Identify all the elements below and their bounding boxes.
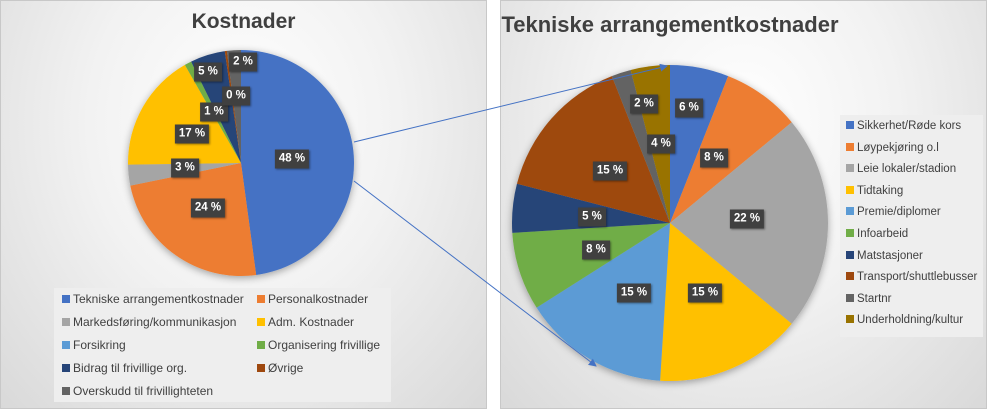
legend-label: Øvrige [268, 361, 304, 375]
legend-label: Bidrag til frivillige org. [73, 361, 188, 375]
data-label: 15 % [616, 283, 652, 303]
data-label: 22 % [729, 209, 765, 229]
legend-item: Bidrag til frivillige org. [62, 360, 187, 376]
pie-slice [611, 69, 670, 223]
legend-label: Startnr [857, 292, 892, 305]
data-label: 3 % [171, 158, 199, 178]
data-label: 15 % [687, 283, 723, 303]
legend-item: Leie lokaler/stadion [846, 161, 956, 177]
legend-item: Infoarbeid [846, 226, 908, 242]
legend-label: Matstasjoner [857, 249, 923, 262]
pie-slice [660, 223, 792, 381]
legend-label: Organisering frivillige [268, 338, 381, 352]
zoom-arrow-bottom [353, 180, 597, 367]
legend-label: Forsikring [73, 338, 126, 352]
data-label: 5 % [194, 62, 222, 82]
zoom-arrow-top [353, 63, 668, 143]
legend-label: Underholdning/kultur [857, 314, 964, 327]
legend-swatch [257, 318, 265, 326]
data-label: 15 % [592, 161, 628, 181]
legend-label: Premie/diplomer [857, 206, 941, 219]
data-label: 48 % [274, 149, 310, 169]
legend-label: Personalkostnader [268, 292, 369, 306]
pie-slice [670, 76, 792, 224]
legend-swatch [846, 272, 854, 281]
legend-swatch [846, 207, 854, 216]
legend-item: Overskudd til frivillighteten [62, 383, 213, 399]
legend-label: Markedsføring/kommunikasjon [73, 315, 237, 329]
legend-label: Tidtaking [857, 184, 904, 197]
legend-label: Sikkerhet/Røde kors [857, 120, 962, 132]
legend-swatch [62, 364, 70, 372]
legend-item: Tekniske arrangementkostnader [62, 291, 244, 307]
pie-slice [128, 64, 241, 165]
legend-label: Leie lokaler/stadion [857, 163, 957, 176]
pie-slice [224, 50, 241, 163]
legend-swatch [257, 295, 265, 303]
data-label: 5 % [578, 207, 606, 227]
legend-swatch [846, 185, 854, 194]
legend-item: Premie/diplomer [846, 204, 941, 220]
legend-swatch [846, 229, 854, 237]
pie-slice [130, 163, 257, 276]
data-label: 1 % [200, 102, 228, 122]
data-label: 8 % [700, 148, 728, 168]
pie-slice [536, 223, 670, 381]
legend-item: Organisering frivillige [257, 337, 380, 353]
legend-swatch [62, 387, 70, 395]
legend-label: Infoarbeid [857, 228, 909, 240]
chart-title-kostnader: Kostnader [191, 10, 296, 33]
legend-swatch [62, 295, 70, 303]
kostnader-legend: Tekniske arrangementkostnader Personalkos… [54, 288, 391, 402]
pie-slice [516, 76, 670, 224]
legend-item: Markedsføring/kommunikasjon [62, 314, 236, 330]
legend-item: Tidtaking [846, 183, 903, 199]
tekniske-pie [512, 65, 828, 381]
legend-swatch [62, 318, 70, 326]
data-label: 17 % [174, 124, 210, 144]
data-label: 2 % [630, 94, 658, 114]
legend-item: Startnr [846, 291, 892, 307]
data-label: 8 % [582, 240, 610, 260]
legend-label: Overskudd til frivillighteten [73, 384, 214, 398]
legend-item: Løypekjøring o.l [846, 140, 939, 156]
pie-slice [226, 50, 241, 163]
tekniske-legend: Sikkerhet/Røde kors Løypekjøring o.l Leie … [840, 115, 983, 337]
legend-item: Øvrige [257, 360, 303, 376]
legend-label: Løypekjøring o.l [857, 141, 939, 154]
legend-swatch [846, 121, 854, 129]
legend-item: Transport/shuttlebusser [846, 269, 977, 285]
legend-item: Forsikring [62, 337, 126, 353]
legend-label: Transport/shuttlebusser [857, 271, 978, 284]
legend-swatch [62, 341, 70, 349]
legend-swatch [846, 293, 854, 302]
kostnader-pie [128, 50, 354, 276]
legend-label: Tekniske arrangementkostnader [73, 292, 244, 306]
legend-item: Sikkerhet/Røde kors [846, 118, 961, 134]
chart-title-tekniske: Tekniske arrangementkostnader [501, 12, 839, 37]
legend-swatch [846, 164, 854, 173]
legend-item: Matstasjoner [846, 248, 923, 264]
legend-swatch [257, 364, 265, 372]
legend-swatch [257, 341, 265, 349]
legend-item: Adm. Kostnader [257, 314, 354, 330]
legend-item: Underholdning/kultur [846, 312, 963, 328]
legend-swatch [846, 315, 854, 324]
data-label: 24 % [190, 198, 226, 218]
data-label: 2 % [229, 52, 257, 72]
legend-label: Adm. Kostnader [268, 315, 355, 329]
legend-item: Personalkostnader [257, 291, 368, 307]
data-label: 4 % [647, 134, 675, 154]
data-label: 0 % [222, 86, 250, 106]
pie-slice [512, 223, 670, 308]
data-label: 6 % [675, 98, 703, 118]
legend-swatch [846, 142, 854, 151]
legend-swatch [846, 250, 854, 259]
